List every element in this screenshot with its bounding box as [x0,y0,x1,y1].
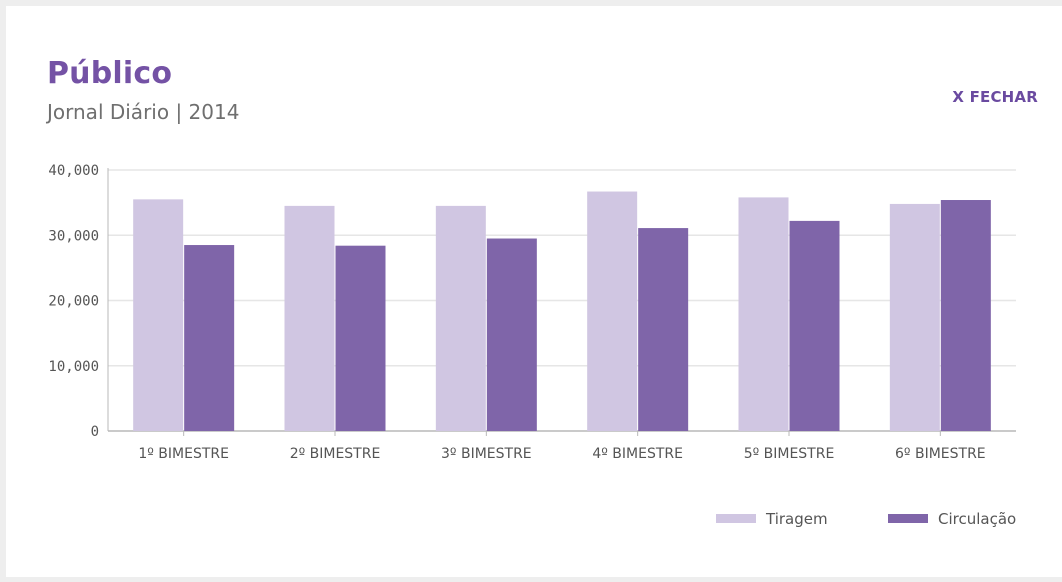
bar-tiragem [889,203,940,431]
bar-circulacao [789,220,840,431]
x-tick-label: 2º BIMESTRE [290,446,381,462]
bar-circulacao [486,238,537,431]
x-tick-label: 1º BIMESTRE [138,446,229,462]
y-tick-label: 40,000 [48,163,99,179]
legend-label: Tiragem [765,510,828,528]
bar-circulacao [184,245,235,431]
x-tick-label: 3º BIMESTRE [441,446,532,462]
y-tick-label: 30,000 [48,228,99,244]
bar-tiragem [587,191,638,431]
y-tick-label: 10,000 [48,359,99,375]
bar-circulacao [335,245,386,431]
bar-tiragem [284,205,335,431]
bar-tiragem [435,205,486,431]
y-tick-label: 20,000 [48,294,99,310]
page-subtitle: Jornal Diário | 2014 [47,100,240,124]
bar-circulacao [940,200,991,431]
legend-label: Circulação [938,510,1016,528]
bar-tiragem [738,197,789,431]
bar-circulacao [638,228,689,431]
x-tick-label: 4º BIMESTRE [592,446,683,462]
y-tick-label: 0 [91,424,99,440]
close-button[interactable]: X FECHAR [952,88,1038,106]
x-tick-label: 6º BIMESTRE [895,446,986,462]
page-title: Público [47,56,173,91]
legend-swatch-tiragem [716,514,756,523]
x-tick-label: 5º BIMESTRE [744,446,835,462]
legend-swatch-circulacao [888,514,928,523]
bar-tiragem [133,199,184,431]
